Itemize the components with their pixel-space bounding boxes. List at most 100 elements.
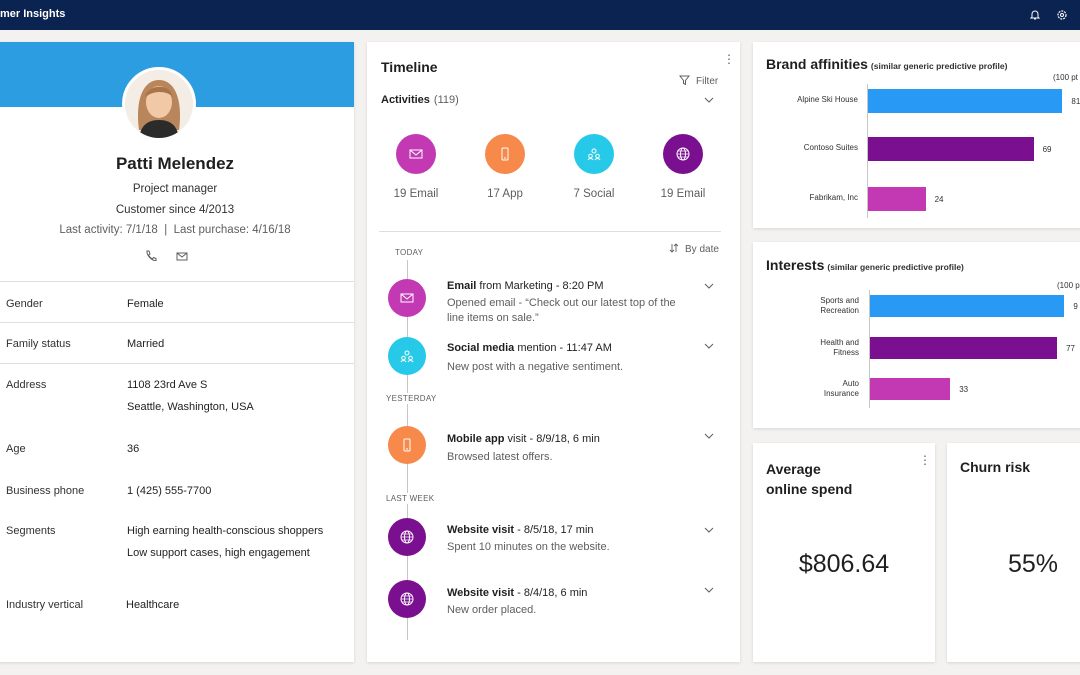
event-title[interactable]: Website visit - 8/5/18, 17 min — [447, 524, 594, 536]
event-description: New post with a negative sentiment. — [447, 361, 624, 373]
bar[interactable] — [870, 378, 951, 400]
event-email-icon — [388, 279, 426, 317]
field-value-family-status: Married — [127, 338, 165, 350]
profile-divider — [0, 281, 354, 282]
chart-axis — [869, 290, 870, 408]
event-title[interactable]: Mobile app visit - 8/9/18, 6 min — [447, 433, 600, 445]
app-title: mer Insights — [0, 8, 66, 20]
field-value-age: 36 — [127, 443, 140, 455]
chevron-down-icon[interactable] — [704, 527, 714, 533]
event-description: Browsed latest offers. — [447, 451, 553, 463]
field-value-business-phone: 1 (425) 555-7700 — [127, 485, 212, 497]
bar[interactable] — [868, 187, 926, 211]
interests-subtitle: (similar generic predictive profile) — [827, 262, 964, 272]
phone-app-icon — [501, 147, 509, 161]
filter-label: Filter — [696, 76, 719, 87]
top-bar: mer Insights — [0, 0, 1080, 30]
event-title[interactable]: Email from Marketing - 8:20 PM — [447, 280, 604, 292]
field-label-industry-vertical: Industry vertical — [6, 599, 84, 611]
sort-by-date-button[interactable]: By date — [669, 243, 719, 255]
social-icon — [587, 148, 601, 161]
timeline-card: Timeline ⋮ Filter Activities (119) 19 Ema… — [367, 42, 740, 662]
activity-app-icon[interactable] — [485, 134, 525, 174]
bar[interactable] — [870, 295, 1065, 317]
field-value-address-line2: Seattle, Washington, USA — [127, 401, 254, 413]
activity-email-icon[interactable] — [396, 134, 436, 174]
bar-value-label: 9 — [1073, 302, 1078, 311]
chevron-down-icon[interactable] — [704, 343, 714, 349]
event-description: Spent 10 minutes on the website. — [447, 541, 610, 553]
filter-icon — [678, 75, 691, 86]
activities-count: (119) — [433, 94, 459, 106]
phone-icon[interactable] — [144, 249, 160, 265]
field-value-industry-vertical: Healthcare — [126, 599, 180, 611]
gear-icon[interactable] — [1056, 8, 1070, 22]
chevron-down-icon[interactable] — [704, 433, 714, 439]
category-label: Health and Fitness — [820, 338, 859, 357]
phone-app-icon — [403, 438, 411, 452]
globe-icon — [676, 147, 690, 161]
chevron-down-icon[interactable] — [704, 283, 714, 289]
category-label: Alpine Ski House — [797, 95, 858, 104]
last-activity: Last activity: 7/1/18 — [59, 224, 158, 236]
event-title[interactable]: Social media mention - 11:47 AM — [447, 342, 612, 354]
social-icon — [400, 350, 414, 363]
activity-line: Last activity: 7/1/18 | Last purchase: 4… — [0, 224, 354, 236]
churn-risk-value: 55% — [1007, 550, 1059, 578]
brand-affinities-subtitle: (similar generic predictive profile) — [870, 61, 1008, 71]
bar[interactable] — [868, 89, 1063, 113]
customer-name: Patti Melendez — [115, 154, 235, 173]
activity-summary-label: 19 Email — [393, 188, 439, 200]
field-label-segments: Segments — [6, 525, 56, 537]
activity-summary-label: 19 Email — [660, 188, 706, 200]
avatar — [122, 67, 196, 141]
chart-axis — [867, 84, 868, 218]
event-web-icon — [388, 518, 426, 556]
activity-summary-label: 17 App — [487, 188, 523, 200]
scale-label: (100 p — [1057, 281, 1080, 290]
globe-icon — [400, 592, 414, 606]
timeline-divider — [379, 231, 721, 232]
filter-button[interactable]: Filter — [678, 75, 719, 87]
chevron-down-icon[interactable] — [704, 587, 714, 593]
event-social-icon — [388, 337, 426, 375]
activities-header[interactable]: Activities (119) — [381, 94, 459, 106]
activities-label: Activities — [381, 94, 430, 106]
category-label: Sports and Recreation — [820, 296, 859, 315]
globe-icon — [400, 530, 414, 544]
field-value-gender: Female — [127, 298, 164, 310]
event-description: Opened email - “Check out our latest top… — [447, 297, 676, 324]
activity-separator: | — [164, 224, 168, 236]
field-value-address-line1: 1108 23rd Ave S — [127, 379, 208, 391]
bell-icon[interactable] — [1029, 8, 1043, 22]
average-spend-title: Average online spend — [766, 461, 853, 497]
bar[interactable] — [868, 137, 1034, 161]
interests-title: Interests (similar generic predictive pro… — [766, 257, 964, 273]
field-label-address: Address — [6, 379, 47, 391]
event-description: New order placed. — [447, 604, 537, 616]
field-label-business-phone: Business phone — [6, 485, 85, 497]
profile-divider — [0, 363, 354, 364]
bar-value-label: 81 — [1071, 97, 1080, 106]
customer-role: Project manager — [132, 183, 218, 195]
mail-icon — [409, 149, 423, 159]
scale-label: (100 pt — [1053, 73, 1078, 82]
customer-since: Customer since 4/2013 — [115, 204, 235, 216]
activity-social-icon[interactable] — [574, 134, 614, 174]
average-spend-card: Average online spend ⋮ $806.64 — [753, 443, 935, 662]
field-value-segment-2: Low support cases, high engagement — [127, 547, 310, 559]
field-label-family-status: Family status — [6, 338, 71, 350]
churn-risk-card: Churn risk 55% — [947, 443, 1080, 662]
bar[interactable] — [870, 337, 1058, 359]
mail-icon[interactable] — [175, 249, 191, 265]
bar-value-label: 77 — [1066, 344, 1076, 353]
chevron-down-icon[interactable] — [704, 97, 714, 103]
more-options-icon[interactable]: ⋮ — [919, 453, 931, 467]
activity-web-icon[interactable] — [663, 134, 703, 174]
event-title[interactable]: Website visit - 8/4/18, 6 min — [447, 587, 588, 599]
more-options-icon[interactable]: ⋮ — [723, 52, 735, 66]
profile-divider — [0, 322, 354, 323]
interests-card: Interests (similar generic predictive pro… — [753, 242, 1080, 428]
brand-affinities-title: Brand affinities (similar generic predict… — [766, 56, 1008, 72]
sort-icon — [669, 243, 679, 253]
